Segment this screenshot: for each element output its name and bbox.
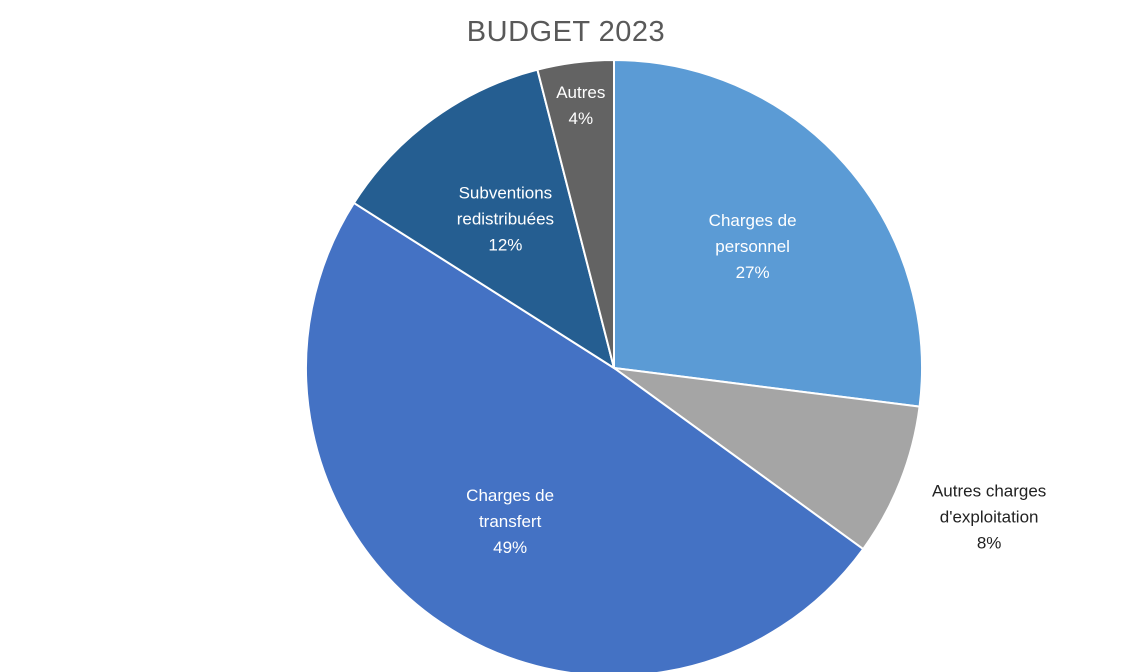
data-label-line: Charges de [709, 211, 797, 230]
data-label-line: 8% [977, 534, 1002, 553]
data-label-line: 27% [736, 263, 770, 282]
data-label-line: Autres [556, 83, 605, 102]
pie-slice-autres-charges-d-exploitation [613, 367, 921, 551]
data-label-line: Autres charges [932, 482, 1046, 501]
data-label-line: 12% [488, 235, 522, 254]
chart-title: BUDGET 2023 [466, 16, 666, 48]
data-label-line: transfert [479, 512, 542, 531]
data-label-line: 4% [569, 109, 594, 128]
data-label-charges-de-personnel: Charges de personnel 27% [709, 211, 797, 282]
pie-slice-subventions-redistribuees [352, 68, 616, 371]
data-label-line: 49% [493, 538, 527, 557]
data-label-line: d'exploitation [940, 508, 1039, 527]
data-label-autres-charges-d-exploitation: Autres charges d'exploitation 8% [932, 482, 1046, 553]
pie-slice-charges-de-personnel [613, 58, 923, 408]
pie-slice-charges-de-transfert [305, 201, 865, 672]
data-label-autres: Autres 4% [556, 83, 605, 128]
pie-slice-autres [536, 58, 615, 369]
data-label-subventions-redistribuees: Subventions redistribuées 12% [457, 183, 554, 254]
data-label-line: Charges de [466, 486, 554, 505]
data-label-line: personnel [715, 237, 790, 256]
data-label-line: redistribuées [457, 209, 554, 228]
data-label-line: Subventions [459, 183, 553, 202]
data-label-charges-de-transfert: Charges de transfert 49% [466, 486, 554, 557]
